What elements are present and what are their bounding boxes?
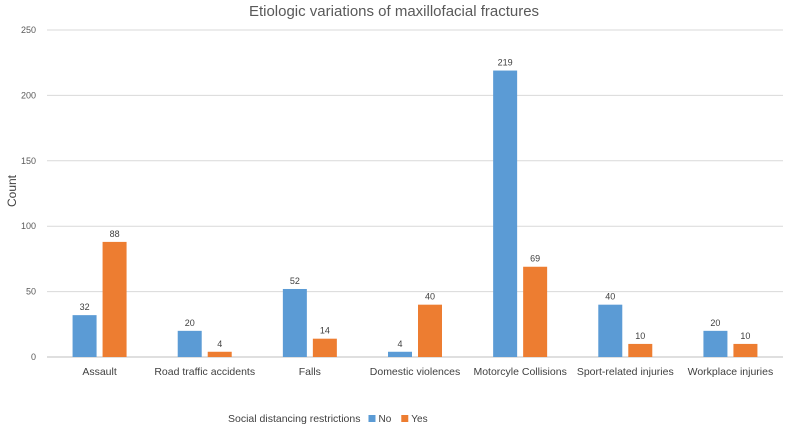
data-label: 40 [425, 292, 435, 302]
y-axis-label: Count [5, 174, 19, 207]
y-tick-label: 0 [31, 352, 36, 362]
gridlines [47, 29, 783, 358]
bar-yes [312, 338, 337, 357]
data-label: 88 [110, 229, 120, 239]
legend-title: Social distancing restrictions [228, 413, 360, 425]
legend-label-no: No [378, 414, 391, 425]
bar-no [177, 330, 202, 357]
bar-no [598, 304, 623, 357]
bar-no [388, 351, 412, 357]
data-label: 32 [80, 302, 90, 312]
bars [72, 70, 758, 357]
data-label: 52 [290, 276, 300, 286]
x-category-label: Assault [82, 366, 117, 378]
y-tick-label: 100 [21, 221, 36, 231]
data-label: 69 [530, 254, 540, 264]
x-category-label: Domestic violences [370, 366, 460, 378]
legend-items: No Yes [368, 414, 428, 425]
bar-yes [207, 351, 232, 357]
bar-yes [733, 343, 758, 357]
y-tick-label: 150 [21, 156, 36, 166]
x-category-label: Motorcyle Collisions [473, 366, 566, 378]
bar-no [282, 288, 307, 357]
legend: Social distancing restrictions No Yes [228, 413, 428, 425]
data-label: 10 [740, 331, 750, 341]
bar-no [703, 330, 728, 357]
y-tick-label: 200 [21, 90, 36, 100]
data-label: 20 [185, 318, 195, 328]
x-category-label: Falls [299, 366, 321, 378]
data-label: 14 [320, 326, 330, 336]
data-label: 20 [710, 318, 720, 328]
legend-label-yes: Yes [411, 414, 427, 425]
data-label: 4 [397, 339, 402, 349]
data-labels: 32 88 20 4 52 14 4 40 219 69 40 10 20 10 [80, 58, 751, 349]
bar-yes [523, 266, 548, 357]
bar-yes [102, 241, 127, 357]
y-tick-label: 50 [26, 287, 36, 297]
bar-no [72, 315, 97, 357]
bar-yes [628, 343, 653, 357]
y-tick-label: 250 [21, 25, 36, 35]
y-axis-ticks: 0 50 100 150 200 250 [21, 25, 36, 362]
legend-swatch-yes [401, 415, 409, 422]
data-label: 10 [635, 331, 645, 341]
bar-yes [418, 304, 442, 357]
x-category-label: Workplace injuries [688, 366, 774, 378]
chart-title: Etiologic variations of maxillofacial fr… [249, 3, 539, 20]
x-category-label: Road traffic accidents [154, 366, 255, 378]
data-label: 40 [605, 292, 615, 302]
data-label: 219 [498, 58, 513, 68]
x-axis-categories: Assault Road traffic accidents Falls Domest… [82, 366, 773, 378]
bar-no [493, 70, 518, 357]
data-label: 4 [217, 339, 222, 349]
legend-swatch-no [368, 415, 376, 422]
x-category-label: Sport-related injuries [577, 366, 674, 378]
